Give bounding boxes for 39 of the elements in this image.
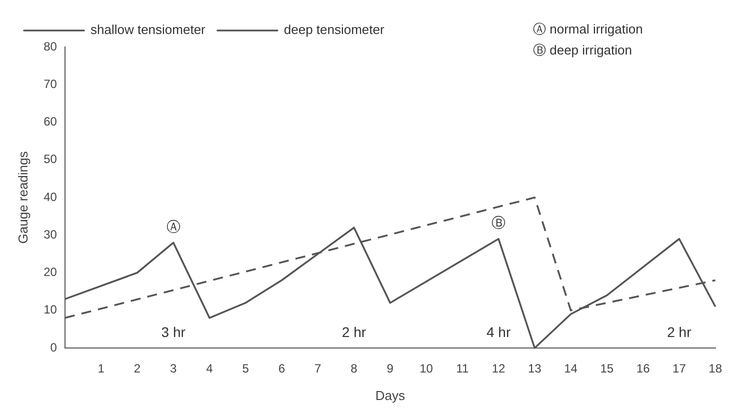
annotation: Ⓑ (492, 214, 506, 231)
x-tick-label: 10 (420, 362, 434, 376)
x-tick-label: 13 (528, 362, 542, 376)
y-tick-label: 20 (44, 265, 58, 280)
y-tick-label: 30 (44, 227, 58, 242)
x-tick-label: 3 (170, 362, 177, 376)
x-tick-label: 8 (350, 362, 358, 376)
x-tick-label: 7 (314, 362, 322, 376)
y-tick-label: 60 (44, 114, 58, 129)
y-tick-label: 0 (50, 340, 58, 354)
x-tick-label: 9 (386, 362, 394, 376)
legend-label: deep tensiometer (284, 22, 386, 38)
annotation: 2 hr (667, 324, 692, 340)
x-axis-title: Days (375, 388, 406, 403)
x-tick-label: 5 (242, 362, 250, 376)
x-tick-label: 12 (492, 362, 506, 376)
x-tick-label: 6 (278, 362, 286, 376)
annotation: 4 hr (486, 324, 511, 340)
annotation: 3 hr (161, 324, 186, 340)
x-tick-label: 4 (206, 362, 214, 376)
y-tick-label: 50 (44, 152, 58, 166)
y-tick-label: 40 (44, 190, 58, 204)
y-tick-label: 80 (44, 39, 58, 54)
x-tick-label: 18 (708, 362, 722, 376)
x-tick-label: 1 (98, 362, 105, 376)
annotation: 2 hr (342, 324, 366, 340)
x-tick-label: 17 (672, 362, 686, 376)
x-tick-label: 11 (456, 362, 469, 376)
legend-label: shallow tensiometer (90, 22, 206, 38)
annotation: Ⓑ deep irrigation (533, 42, 632, 58)
x-tick-label: 14 (564, 362, 578, 376)
text: Ⓐ normal irrigation (533, 22, 643, 37)
x-tick-label: 16 (636, 362, 650, 376)
y-tick-label: 10 (44, 302, 58, 317)
y-axis-title: Gauge readings (15, 150, 30, 244)
x-tick-label: 15 (600, 362, 614, 376)
y-tick-label: 70 (44, 76, 58, 91)
annotation: Ⓐ (166, 218, 180, 234)
x-tick-label: 2 (134, 362, 141, 376)
